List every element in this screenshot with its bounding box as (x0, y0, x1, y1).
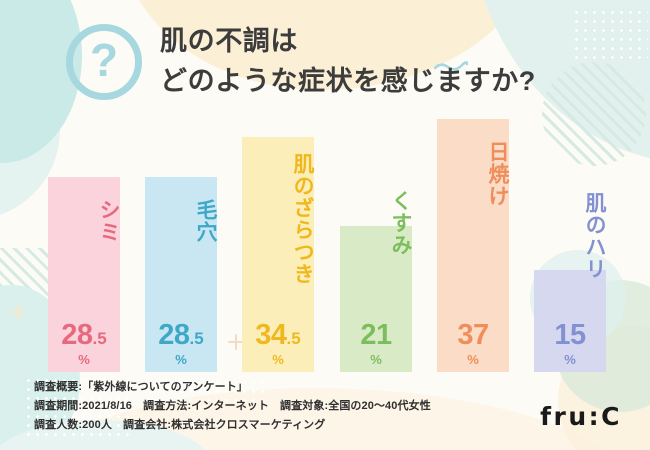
bar-kusumi[interactable]: くすみ 21 % (340, 190, 412, 372)
value-integer: 34 (255, 319, 287, 351)
value-integer: 28 (61, 319, 93, 351)
value-percent-sign: % (564, 352, 576, 367)
bar-group-hari: 肌のハリ 15 % (534, 192, 606, 372)
bar-label-shimi: シミ (97, 199, 120, 243)
value-percent-sign: % (175, 352, 187, 367)
value-integer: 37 (457, 319, 489, 351)
bar-value-kusumi: 21 % (340, 319, 412, 367)
bar-value-zaratsuki: 34.5 % (242, 319, 314, 367)
value-percent-sign: % (272, 352, 284, 367)
bar-label-hiyake: 日焼け (486, 141, 509, 207)
bar-group-keana: 毛穴 28.5 % (145, 177, 217, 372)
question-mark-icon: ? (66, 24, 142, 100)
bar-value-keana: 28.5 % (145, 319, 217, 367)
bar-label-zaratsuki: 肌のざらつき (291, 153, 314, 285)
survey-metadata: 調査概要:「紫外線についてのアンケート」 調査期間:2021/8/16 調査方法… (34, 381, 431, 431)
bar-zaratsuki[interactable]: 肌のざらつき 34.5 % (242, 137, 314, 372)
bar-hari[interactable]: 肌のハリ 15 % (534, 192, 606, 372)
bar-hiyake[interactable]: 日焼け 37 % (437, 119, 509, 372)
page-title: 肌の不調は どのような症状を感じますか? (160, 26, 536, 96)
value-percent-sign: % (467, 352, 479, 367)
bar-group-hiyake: 日焼け 37 % (437, 119, 509, 372)
value-integer: 15 (554, 319, 586, 351)
bar-label-kusumi: くすみ (389, 190, 412, 256)
bar-value-shimi: 28.5 % (48, 319, 120, 367)
bar-group-kusumi: くすみ 21 % (340, 190, 412, 372)
value-decimal: .5 (92, 329, 107, 348)
bar-label-keana: 毛穴 (194, 199, 217, 243)
bar-keana[interactable]: 毛穴 28.5 % (145, 177, 217, 372)
bar-value-hari: 15 % (534, 319, 606, 367)
value-integer: 28 (158, 319, 190, 351)
value-percent-sign: % (370, 352, 382, 367)
bar-group-zaratsuki: 肌のざらつき 34.5 % (242, 137, 314, 372)
bar-shimi[interactable]: シミ 28.5 % (48, 177, 120, 372)
bar-group-shimi: シミ 28.5 % (48, 177, 120, 372)
value-decimal: .5 (189, 329, 204, 348)
value-integer: 21 (360, 319, 392, 351)
bar-chart: シミ 28.5 % 毛穴 28.5 % 肌のざらつき 34.5 (0, 110, 650, 372)
value-percent-sign: % (78, 352, 90, 367)
bar-label-hari: 肌のハリ (583, 192, 606, 280)
header: ? 肌の不調は どのような症状を感じますか? (0, 0, 650, 118)
brand-logo: fru:C (540, 402, 622, 431)
bar-value-hiyake: 37 % (437, 319, 509, 367)
value-decimal: .5 (286, 329, 301, 348)
